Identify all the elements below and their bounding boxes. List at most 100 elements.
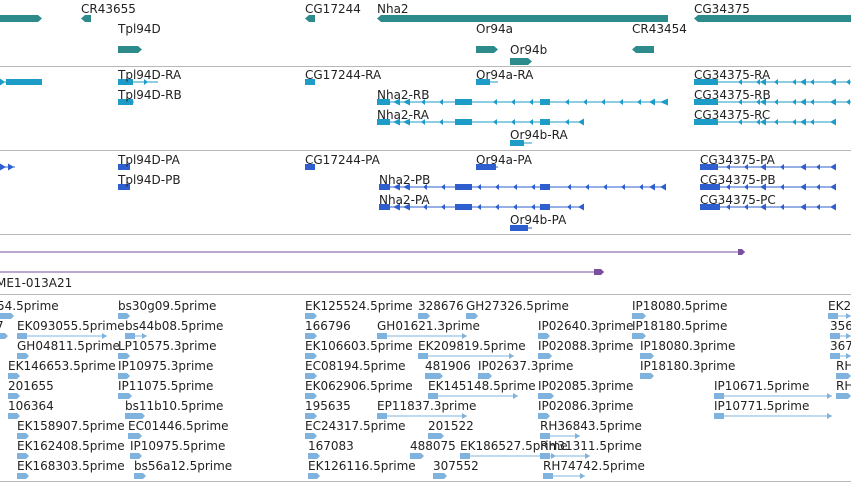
- ests-feature-label[interactable]: EC24317.5prime: [305, 419, 406, 433]
- genes-feature-label[interactable]: Tpl94D: [118, 22, 161, 36]
- ests-feature-glyph[interactable]: [118, 373, 130, 379]
- ests-feature-glyph[interactable]: [125, 333, 147, 339]
- ests-feature-glyph[interactable]: [538, 393, 554, 399]
- genes-feature-glyph[interactable]: [118, 46, 142, 53]
- ests-feature-label[interactable]: IP18080.3prime: [640, 339, 736, 353]
- ests-feature-glyph[interactable]: [543, 473, 585, 479]
- transcripts-feature-label[interactable]: CG17244-RA: [305, 68, 382, 82]
- ests-feature-glyph[interactable]: [466, 313, 478, 319]
- ests-feature-glyph[interactable]: [308, 473, 320, 479]
- ests-feature-label[interactable]: RH74742.5prime: [543, 459, 645, 473]
- genes-feature-glyph[interactable]: [0, 15, 42, 22]
- clones-feature-glyph[interactable]: [0, 249, 745, 255]
- proteins-feature-glyph[interactable]: [700, 203, 836, 211]
- ests-feature-label[interactable]: GH01621.3prime: [377, 319, 480, 333]
- ests-feature-label[interactable]: EC01446.5prime: [128, 419, 229, 433]
- transcripts-feature-label[interactable]: Nha2-RA: [377, 108, 429, 122]
- ests-feature-label[interactable]: 7: [0, 319, 4, 333]
- ests-feature-label[interactable]: EK158907.5prime: [17, 419, 125, 433]
- proteins-feature-label[interactable]: CG17244-PA: [305, 153, 380, 167]
- ests-feature-glyph[interactable]: [540, 453, 590, 459]
- proteins-feature-glyph[interactable]: [700, 183, 836, 191]
- ests-feature-label[interactable]: EP11837.3prime: [377, 399, 477, 413]
- ests-feature-glyph[interactable]: [134, 473, 146, 479]
- ests-feature-label[interactable]: EC08194.5prime: [305, 359, 406, 373]
- ests-feature-label[interactable]: 367: [830, 339, 851, 353]
- ests-feature-glyph[interactable]: [640, 373, 654, 379]
- ests-feature-glyph[interactable]: [17, 453, 29, 459]
- ests-feature-glyph[interactable]: [433, 473, 447, 479]
- ests-feature-glyph[interactable]: [836, 373, 851, 379]
- ests-feature-label[interactable]: IP10771.5prime: [714, 399, 810, 413]
- genes-feature-glyph[interactable]: [476, 46, 498, 53]
- ests-feature-glyph[interactable]: [377, 333, 467, 339]
- ests-feature-label[interactable]: EK168303.5prime: [17, 459, 125, 473]
- ests-feature-glyph[interactable]: [125, 413, 145, 419]
- ests-feature-label[interactable]: EK126116.5prime: [308, 459, 416, 473]
- ests-feature-label[interactable]: EK145148.5prime: [428, 379, 536, 393]
- genes-feature-glyph[interactable]: [81, 15, 91, 22]
- proteins-feature-glyph[interactable]: [0, 163, 15, 171]
- ests-feature-glyph[interactable]: [478, 373, 492, 379]
- ests-feature-glyph[interactable]: [538, 353, 552, 359]
- ests-feature-label[interactable]: RH31311.5prime: [540, 439, 642, 453]
- transcripts-feature-label[interactable]: Nha2-RB: [377, 88, 430, 102]
- genes-feature-glyph[interactable]: [377, 15, 668, 22]
- ests-feature-glyph[interactable]: [828, 313, 851, 319]
- proteins-feature-label[interactable]: Or94a-PA: [476, 153, 533, 167]
- ests-feature-glyph[interactable]: [305, 373, 317, 379]
- proteins-feature-label[interactable]: Or94b-PA: [510, 213, 567, 227]
- genes-feature-label[interactable]: CG17244: [305, 2, 361, 16]
- ests-feature-glyph[interactable]: [118, 353, 130, 359]
- ests-feature-glyph[interactable]: [830, 353, 851, 359]
- ests-feature-label[interactable]: GH04811.5prime: [17, 339, 120, 353]
- ests-feature-glyph[interactable]: [118, 393, 132, 399]
- ests-feature-glyph[interactable]: [130, 453, 142, 459]
- transcripts-feature-label[interactable]: CG34375-RB: [694, 88, 771, 102]
- genes-feature-label[interactable]: Or94b: [510, 43, 548, 57]
- ests-feature-label[interactable]: 166796: [305, 319, 351, 333]
- ests-feature-glyph[interactable]: [8, 413, 20, 419]
- ests-feature-glyph[interactable]: [8, 393, 20, 399]
- ests-feature-glyph[interactable]: [714, 413, 832, 419]
- proteins-feature-glyph[interactable]: [476, 164, 498, 170]
- ests-feature-label[interactable]: 54.5prime: [0, 299, 59, 313]
- ests-feature-glyph[interactable]: [305, 413, 317, 419]
- ests-feature-label[interactable]: RH36843.5prime: [540, 419, 642, 433]
- ests-feature-label[interactable]: IP10671.5prime: [714, 379, 810, 393]
- ests-feature-glyph[interactable]: [836, 393, 851, 399]
- transcripts-feature-glyph[interactable]: [476, 79, 498, 85]
- proteins-feature-glyph[interactable]: [700, 163, 836, 171]
- ests-feature-glyph[interactable]: [830, 333, 851, 339]
- ests-feature-glyph[interactable]: [305, 333, 317, 339]
- transcripts-feature-glyph[interactable]: [694, 78, 851, 86]
- ests-feature-glyph[interactable]: [305, 393, 317, 399]
- ests-feature-glyph[interactable]: [17, 433, 29, 439]
- proteins-feature-glyph[interactable]: [379, 203, 584, 211]
- genes-feature-label[interactable]: CR43655: [81, 2, 136, 16]
- ests-feature-glyph[interactable]: [0, 333, 8, 339]
- transcripts-feature-label[interactable]: CG34375-RC: [694, 108, 771, 122]
- ests-feature-label[interactable]: EK2: [828, 299, 851, 313]
- ests-feature-label[interactable]: IP10975.5prime: [130, 439, 226, 453]
- ests-feature-label[interactable]: bs30g09.5prime: [118, 299, 217, 313]
- ests-feature-glyph[interactable]: [17, 353, 29, 359]
- ests-feature-glyph[interactable]: [305, 313, 317, 319]
- transcripts-feature-glyph[interactable]: [694, 98, 851, 106]
- proteins-feature-glyph[interactable]: [510, 225, 532, 231]
- genes-feature-glyph[interactable]: [305, 15, 315, 22]
- ests-feature-label[interactable]: 106364: [8, 399, 54, 413]
- transcripts-feature-glyph[interactable]: [305, 79, 315, 85]
- genes-feature-glyph[interactable]: [510, 58, 532, 65]
- ests-feature-label[interactable]: 167083: [308, 439, 354, 453]
- ests-feature-glyph[interactable]: [8, 373, 20, 379]
- ests-feature-label[interactable]: LP10575.3prime: [118, 339, 217, 353]
- ests-feature-glyph[interactable]: [305, 433, 317, 439]
- transcripts-feature-glyph[interactable]: [118, 99, 134, 105]
- ests-feature-glyph[interactable]: [640, 353, 654, 359]
- transcripts-feature-label[interactable]: Tpl94D-RA: [118, 68, 182, 82]
- ests-feature-label[interactable]: 307552: [433, 459, 479, 473]
- ests-feature-glyph[interactable]: [418, 353, 514, 359]
- clones-feature-glyph[interactable]: [0, 269, 604, 275]
- ests-feature-label[interactable]: IP02637.3prime: [478, 359, 574, 373]
